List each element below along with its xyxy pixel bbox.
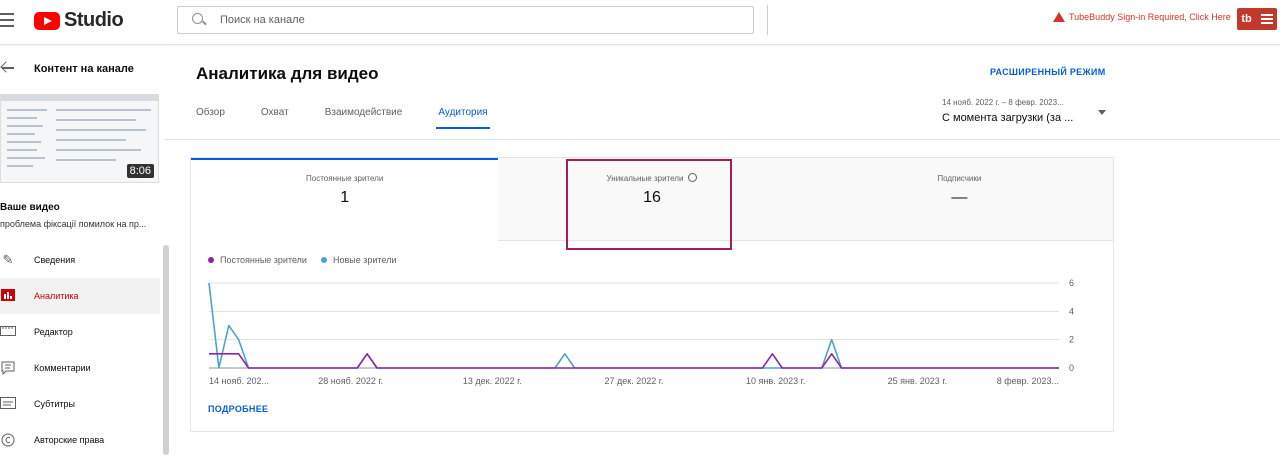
search-icon[interactable]: [192, 13, 206, 27]
sidebar-item-details[interactable]: ✎ Сведения: [0, 242, 160, 278]
x-tick-label: 28 нояб. 2022 г.: [318, 376, 383, 386]
tab-audience[interactable]: Аудитория: [436, 107, 490, 129]
x-tick-label: 10 янв. 2023 г.: [746, 376, 805, 386]
metric-value: 16: [643, 189, 661, 207]
tab-overview[interactable]: Обзор: [196, 107, 225, 118]
analytics-icon: [0, 289, 16, 303]
page-title: Аналитика для видео: [196, 64, 379, 83]
audience-card: Постоянные зрители 1 Уникальные зрители …: [190, 157, 1114, 432]
sidebar-item-label: Сведения: [34, 255, 76, 265]
youtube-studio-logo[interactable]: Studio: [34, 9, 124, 32]
warning-icon: [1053, 12, 1065, 22]
chart-legend: Постоянные зрители Новые зрители: [208, 255, 410, 265]
tubebuddy-menu-icon: [1260, 12, 1273, 26]
legend-label: Новые зрители: [332, 255, 397, 265]
sidebar: Контент на канале 8:06 Ваше видео пробле…: [0, 46, 169, 455]
channel-content-title[interactable]: Контент на канале: [34, 63, 134, 75]
your-video-label: Ваше видео: [0, 202, 60, 213]
metric-unique-viewers[interactable]: Уникальные зрители 16: [498, 158, 806, 241]
metric-value: 1: [340, 189, 350, 206]
date-range-text[interactable]: 14 нояб. 2022 г. – 8 февр. 2023...: [942, 98, 1064, 107]
y-tick-label: 4: [1069, 306, 1074, 316]
series-line-1[interactable]: [208, 282, 1059, 369]
metric-value: —: [951, 189, 968, 206]
sidebar-item-analytics[interactable]: Аналитика: [0, 278, 160, 314]
metric-returning-viewers[interactable]: Постоянные зрители 1: [191, 158, 499, 241]
video-thumbnail[interactable]: 8:06: [0, 94, 159, 183]
sidebar-item-copyright[interactable]: Авторские права: [0, 422, 160, 458]
date-period-select[interactable]: С момента загрузки (за ...: [942, 112, 1074, 124]
metric-subscribers[interactable]: Подписчики —: [805, 158, 1113, 241]
copyright-icon: [0, 433, 16, 447]
sidebar-item-comments[interactable]: Комментарии: [0, 350, 160, 386]
sidebar-item-subtitles[interactable]: Субтитры: [0, 386, 160, 422]
metric-label-text: Уникальные зрители: [606, 174, 684, 183]
sidebar-item-label: Комментарии: [34, 363, 91, 373]
highlight-annotation-box: [566, 159, 732, 250]
thumbnail-toolbar: [1, 95, 158, 101]
sidebar-scrollbar[interactable]: [163, 245, 169, 455]
tab-engagement[interactable]: Взаимодействие: [324, 107, 403, 118]
metric-tabs: Постоянные зрители 1 Уникальные зрители …: [191, 158, 1113, 241]
divider: [767, 5, 768, 35]
legend-dot: [208, 257, 214, 263]
editor-icon: [0, 325, 16, 339]
metric-label: Подписчики: [937, 174, 982, 183]
tubebuddy-logo: tb: [1241, 13, 1252, 25]
back-arrow-icon[interactable]: [0, 61, 16, 75]
sidebar-nav: ✎ Сведения Аналитика Редактор Комментари…: [0, 242, 160, 458]
metric-label: Постоянные зрители: [306, 174, 384, 183]
tubebuddy-warning-link[interactable]: TubeBuddy Sign-in Required, Click Here: [1053, 12, 1231, 22]
pencil-icon: ✎: [2, 252, 14, 267]
legend-item-new[interactable]: Новые зрители: [320, 255, 397, 265]
comments-icon: [0, 361, 16, 376]
tubebuddy-warning-text: TubeBuddy Sign-in Required, Click Here: [1069, 12, 1231, 22]
menu-icon[interactable]: [0, 13, 14, 27]
sidebar-item-label: Субтитры: [34, 399, 76, 409]
advanced-mode-button[interactable]: РАСШИРЕННЫЙ РЕЖИМ: [990, 67, 1106, 77]
x-tick-label: 14 нояб. 202...: [209, 376, 269, 386]
youtube-logo-icon: [34, 11, 60, 30]
x-tick-label: 25 янв. 2023 г.: [888, 376, 947, 386]
search-input[interactable]: [220, 14, 720, 26]
top-bar: Studio TubeBuddy Sign-in Required, Click…: [0, 0, 1280, 45]
subtitles-icon: [0, 397, 16, 411]
more-details-link[interactable]: ПОДРОБНЕЕ: [208, 404, 269, 414]
video-title: проблема фіксації помилок на пр...: [0, 219, 147, 229]
y-tick-label: 2: [1069, 335, 1074, 345]
sidebar-item-label: Редактор: [34, 327, 73, 337]
clock-icon: [688, 173, 698, 183]
tubebuddy-menu-button[interactable]: tb: [1237, 8, 1277, 30]
legend-item-returning[interactable]: Постоянные зрители: [208, 255, 307, 265]
x-tick-label: 8 февр. 2023...: [997, 376, 1059, 386]
x-tick-label: 13 дек. 2022 г.: [463, 376, 522, 386]
legend-label: Постоянные зрители: [220, 255, 307, 265]
video-duration-badge: 8:06: [126, 164, 154, 178]
header-divider: [165, 139, 1280, 140]
search-box[interactable]: [177, 6, 754, 34]
sidebar-item-label: Аналитика: [34, 291, 79, 301]
y-tick-label: 0: [1069, 363, 1074, 373]
logo-text: Studio: [64, 9, 124, 31]
series-line-0[interactable]: [209, 353, 1059, 369]
x-tick-label: 27 дек. 2022 г.: [605, 376, 664, 386]
tab-reach[interactable]: Охват: [260, 107, 289, 118]
legend-dot: [320, 257, 327, 263]
chevron-down-icon[interactable]: [1098, 110, 1106, 115]
sidebar-item-label: Авторские права: [34, 435, 105, 445]
y-tick-label: 6: [1069, 278, 1074, 288]
metric-label: Уникальные зрители: [498, 173, 805, 183]
sidebar-item-editor[interactable]: Редактор: [0, 314, 160, 350]
analytics-tabs: Обзор Охват Взаимодействие Аудитория: [196, 107, 524, 129]
